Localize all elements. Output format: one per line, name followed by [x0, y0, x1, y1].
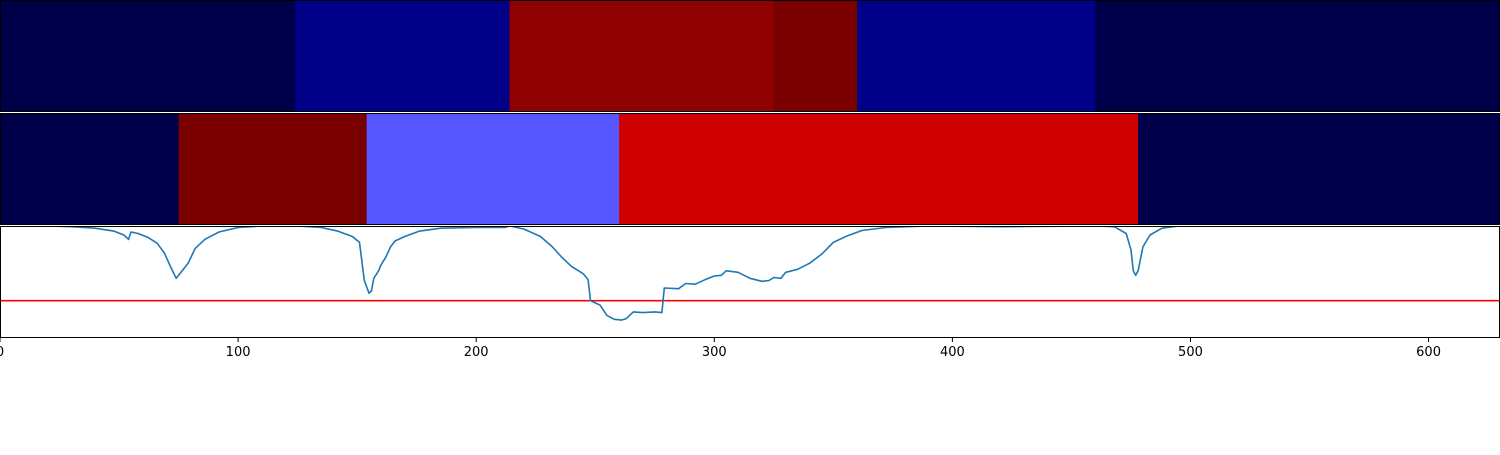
heatmap-cell: [0, 0, 296, 112]
heatmap-cell: [857, 0, 1096, 112]
x-tick-label: 600: [1416, 345, 1441, 360]
x-axis: 0 100 200 300 400 500 600: [0, 338, 1441, 360]
heatmap-cell: [773, 0, 858, 112]
heatmap-cell: [509, 0, 775, 112]
line-panel: [0, 226, 1500, 321]
heatmap-cell: [295, 0, 511, 112]
heatmap-middle: [0, 113, 1500, 225]
axes-frame: [0, 226, 1500, 338]
heatmap-cell: [1095, 0, 1500, 112]
x-tick-label: 100: [226, 345, 251, 360]
heatmap-top: [0, 0, 1500, 112]
heatmap-cell: [366, 113, 620, 225]
x-tick-label: 400: [940, 345, 965, 360]
x-tick-label: 200: [464, 345, 489, 360]
heatmap-cell: [1138, 113, 1500, 225]
heatmap-cell: [178, 113, 368, 225]
heatmap-cell: [619, 113, 1139, 225]
heatmap-cell: [0, 113, 180, 225]
data-series-line: [0, 226, 1179, 321]
x-tick-label: 300: [702, 345, 727, 360]
x-tick-label: 500: [1178, 345, 1203, 360]
x-tick-label: 0: [0, 345, 4, 360]
